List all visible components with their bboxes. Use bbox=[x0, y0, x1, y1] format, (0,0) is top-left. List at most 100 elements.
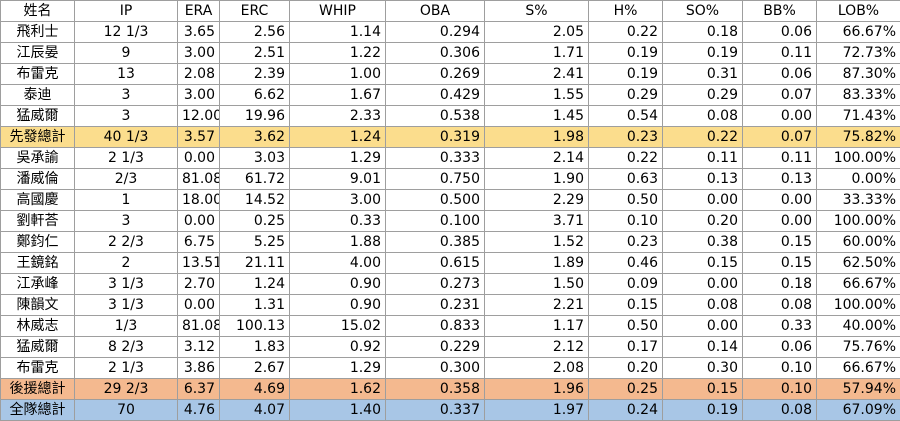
cell-whip: 1.24 bbox=[290, 127, 386, 148]
cell-erc: 2.51 bbox=[220, 43, 290, 64]
cell-erc: 2.56 bbox=[220, 22, 290, 43]
cell-name: 猛威爾 bbox=[1, 337, 75, 358]
cell-erc: 0.25 bbox=[220, 211, 290, 232]
cell-era: 3.86 bbox=[178, 358, 220, 379]
cell-erc: 3.62 bbox=[220, 127, 290, 148]
cell-hit-rate: 0.24 bbox=[589, 400, 663, 421]
cell-name: 泰迪 bbox=[1, 85, 75, 106]
cell-walk-rate: 0.06 bbox=[743, 22, 817, 43]
cell-era: 0.00 bbox=[178, 148, 220, 169]
cell-lob: 72.73% bbox=[817, 43, 900, 64]
cell-name: 先發總計 bbox=[1, 127, 75, 148]
cell-walk-rate: 0.15 bbox=[743, 232, 817, 253]
cell-hit-rate: 0.50 bbox=[589, 316, 663, 337]
cell-lob: 40.00% bbox=[817, 316, 900, 337]
cell-hit-rate: 0.15 bbox=[589, 295, 663, 316]
cell-erc: 1.24 bbox=[220, 274, 290, 295]
cell-era: 81.08 bbox=[178, 316, 220, 337]
header-walk-rate: BB% bbox=[743, 1, 817, 22]
cell-ip: 3 1/3 bbox=[75, 274, 178, 295]
cell-hit-rate: 0.09 bbox=[589, 274, 663, 295]
cell-oba: 0.538 bbox=[386, 106, 485, 127]
cell-strikeout-rate: 0.31 bbox=[663, 64, 743, 85]
cell-era: 3.12 bbox=[178, 337, 220, 358]
cell-lob: 75.76% bbox=[817, 337, 900, 358]
cell-hit-rate: 0.10 bbox=[589, 211, 663, 232]
cell-oba: 0.615 bbox=[386, 253, 485, 274]
cell-strand-rate: 2.08 bbox=[485, 358, 589, 379]
cell-walk-rate: 0.18 bbox=[743, 274, 817, 295]
cell-ip: 2 1/3 bbox=[75, 148, 178, 169]
cell-walk-rate: 0.06 bbox=[743, 64, 817, 85]
header-strand-rate: S% bbox=[485, 1, 589, 22]
cell-strikeout-rate: 0.08 bbox=[663, 106, 743, 127]
cell-erc: 1.31 bbox=[220, 295, 290, 316]
cell-strand-rate: 1.52 bbox=[485, 232, 589, 253]
cell-lob: 66.67% bbox=[817, 358, 900, 379]
cell-era: 6.75 bbox=[178, 232, 220, 253]
cell-lob: 57.94% bbox=[817, 379, 900, 400]
cell-hit-rate: 0.22 bbox=[589, 22, 663, 43]
cell-walk-rate: 0.00 bbox=[743, 106, 817, 127]
cell-lob: 66.67% bbox=[817, 22, 900, 43]
cell-strikeout-rate: 0.38 bbox=[663, 232, 743, 253]
cell-name: 王鏡銘 bbox=[1, 253, 75, 274]
cell-ip: 12 1/3 bbox=[75, 22, 178, 43]
cell-lob: 100.00% bbox=[817, 148, 900, 169]
cell-whip: 0.90 bbox=[290, 295, 386, 316]
cell-walk-rate: 0.11 bbox=[743, 148, 817, 169]
cell-strikeout-rate: 0.15 bbox=[663, 379, 743, 400]
cell-hit-rate: 0.23 bbox=[589, 127, 663, 148]
cell-name: 布雷克 bbox=[1, 358, 75, 379]
cell-name: 潘威倫 bbox=[1, 169, 75, 190]
header-era: ERA bbox=[178, 1, 220, 22]
cell-oba: 0.337 bbox=[386, 400, 485, 421]
cell-ip: 29 2/3 bbox=[75, 379, 178, 400]
cell-ip: 8 2/3 bbox=[75, 337, 178, 358]
header-row: 姓名 IP ERA ERC WHIP OBA S% H% SO% BB% LOB… bbox=[1, 1, 900, 22]
cell-lob: 71.43% bbox=[817, 106, 900, 127]
cell-whip: 1.40 bbox=[290, 400, 386, 421]
cell-lob: 33.33% bbox=[817, 190, 900, 211]
cell-ip: 3 bbox=[75, 85, 178, 106]
cell-hit-rate: 0.63 bbox=[589, 169, 663, 190]
cell-hit-rate: 0.46 bbox=[589, 253, 663, 274]
cell-era: 12.00 bbox=[178, 106, 220, 127]
cell-strand-rate: 1.89 bbox=[485, 253, 589, 274]
cell-hit-rate: 0.19 bbox=[589, 64, 663, 85]
cell-strikeout-rate: 0.29 bbox=[663, 85, 743, 106]
cell-whip: 1.14 bbox=[290, 22, 386, 43]
cell-hit-rate: 0.54 bbox=[589, 106, 663, 127]
cell-ip: 3 1/3 bbox=[75, 295, 178, 316]
cell-whip: 3.00 bbox=[290, 190, 386, 211]
cell-ip: 3 bbox=[75, 106, 178, 127]
cell-walk-rate: 0.11 bbox=[743, 43, 817, 64]
cell-era: 4.76 bbox=[178, 400, 220, 421]
cell-walk-rate: 0.13 bbox=[743, 169, 817, 190]
cell-ip: 40 1/3 bbox=[75, 127, 178, 148]
cell-ip: 2 bbox=[75, 253, 178, 274]
cell-strand-rate: 1.45 bbox=[485, 106, 589, 127]
cell-lob: 60.00% bbox=[817, 232, 900, 253]
cell-walk-rate: 0.33 bbox=[743, 316, 817, 337]
cell-walk-rate: 0.15 bbox=[743, 253, 817, 274]
cell-era: 6.37 bbox=[178, 379, 220, 400]
cell-oba: 0.333 bbox=[386, 148, 485, 169]
cell-name: 林威志 bbox=[1, 316, 75, 337]
cell-lob: 67.09% bbox=[817, 400, 900, 421]
cell-strand-rate: 2.12 bbox=[485, 337, 589, 358]
cell-whip: 1.29 bbox=[290, 148, 386, 169]
header-erc: ERC bbox=[220, 1, 290, 22]
cell-name: 布雷克 bbox=[1, 64, 75, 85]
cell-whip: 4.00 bbox=[290, 253, 386, 274]
cell-strikeout-rate: 0.00 bbox=[663, 316, 743, 337]
cell-oba: 0.231 bbox=[386, 295, 485, 316]
cell-strikeout-rate: 0.13 bbox=[663, 169, 743, 190]
